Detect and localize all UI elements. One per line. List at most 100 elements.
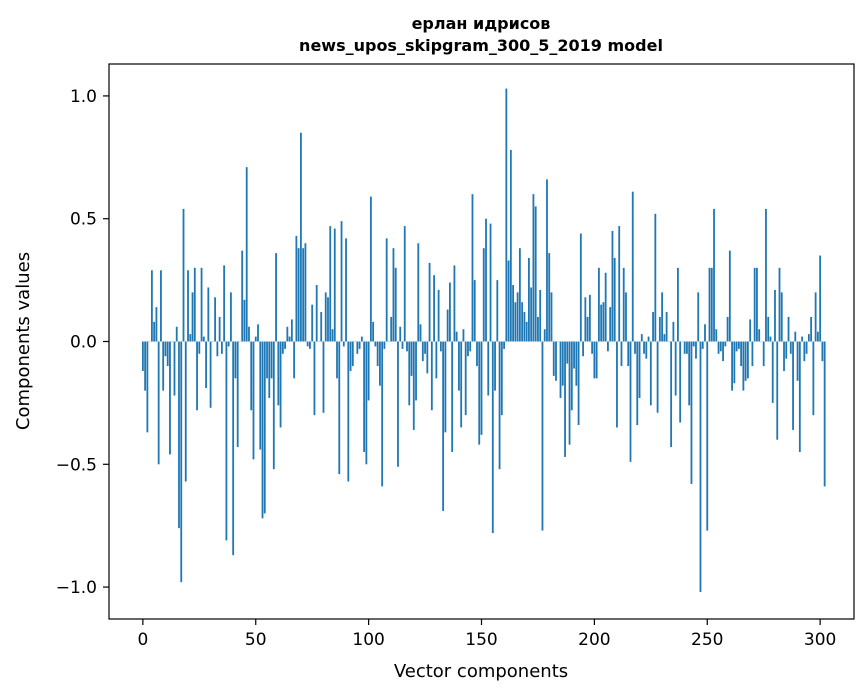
- bar-160: [503, 341, 505, 349]
- bar-14: [173, 341, 176, 396]
- bar-259: [726, 316, 729, 342]
- bar-166: [516, 292, 519, 342]
- bar-87: [338, 341, 341, 475]
- bar-79: [320, 312, 323, 342]
- bar-260: [728, 250, 731, 342]
- bar-152: [485, 218, 487, 342]
- bar-159: [500, 341, 503, 416]
- y-axis-label: Components values: [13, 252, 34, 430]
- axis-ticks: 0 50 100 150 200 250 300 −1.0 −0.5 0.0 0.5 1.0: [56, 87, 837, 650]
- bar-181: [550, 292, 553, 342]
- bar-90: [345, 238, 347, 342]
- bar-183: [555, 341, 557, 381]
- bar-193: [577, 341, 580, 425]
- bar-73: [306, 341, 309, 347]
- bar-4: [150, 270, 153, 342]
- bar-127: [428, 262, 431, 342]
- bar-214: [625, 292, 627, 342]
- x-tick-label: 150: [465, 630, 497, 650]
- bar-71: [302, 248, 305, 342]
- bar-142: [462, 329, 465, 342]
- bar-5: [153, 321, 156, 342]
- bar-81: [324, 292, 327, 342]
- bar-65: [288, 336, 291, 342]
- bar-182: [552, 341, 555, 376]
- bar-7: [157, 341, 160, 465]
- bar-20: [187, 270, 189, 342]
- bar-83: [329, 226, 332, 342]
- bar-172: [530, 287, 533, 342]
- bar-171: [528, 258, 530, 342]
- bar-251: [708, 267, 711, 342]
- bar-9: [162, 341, 165, 391]
- bar-204: [602, 302, 605, 342]
- bar-125: [424, 341, 426, 354]
- bar-283: [780, 292, 783, 342]
- bar-201: [595, 341, 598, 379]
- bar-228: [656, 341, 659, 413]
- bar-99: [365, 341, 368, 465]
- bar-289: [794, 331, 797, 342]
- bar-167: [518, 248, 521, 342]
- bar-174: [534, 206, 537, 342]
- plot-frame: [108, 63, 855, 620]
- bar-135: [446, 309, 449, 342]
- bar-261: [731, 341, 733, 391]
- bar-50: [254, 336, 257, 342]
- bar-284: [783, 341, 785, 371]
- bar-255: [717, 341, 720, 354]
- bar-249: [704, 324, 706, 342]
- bar-226: [652, 312, 654, 342]
- bar-188: [566, 341, 569, 364]
- bar-265: [740, 341, 743, 367]
- bar-22: [191, 292, 194, 342]
- bar-194: [579, 233, 582, 342]
- bar-116: [403, 226, 406, 342]
- bar-54: [263, 341, 266, 514]
- bar-12: [169, 341, 171, 455]
- bar-146: [471, 194, 474, 342]
- bar-36: [223, 265, 226, 342]
- bar-0: [141, 341, 144, 371]
- bar-82: [327, 297, 329, 342]
- bar-246: [697, 292, 700, 342]
- bar-40: [232, 341, 235, 556]
- bar-177: [541, 341, 544, 531]
- bar-1: [144, 341, 147, 391]
- bar-117: [406, 341, 408, 352]
- bar-290: [796, 341, 799, 381]
- bar-272: [756, 267, 758, 342]
- bar-301: [821, 341, 824, 362]
- bar-225: [649, 341, 652, 406]
- bar-186: [561, 341, 564, 386]
- x-tick-label: 0: [137, 630, 148, 650]
- bar-162: [507, 260, 510, 342]
- bar-277: [767, 316, 770, 342]
- bar-295: [807, 334, 810, 342]
- bar-263: [735, 341, 738, 352]
- bar-209: [613, 258, 616, 342]
- bar-105: [379, 341, 381, 386]
- bar-241: [686, 341, 688, 354]
- bar-143: [464, 341, 467, 416]
- bar-130: [435, 341, 438, 379]
- bar-137: [451, 341, 454, 453]
- bar-113: [397, 341, 399, 467]
- bar-176: [539, 289, 542, 342]
- bar-76: [313, 341, 316, 416]
- bar-168: [521, 302, 524, 342]
- y-tick-label: 1.0: [70, 87, 97, 107]
- bar-64: [286, 326, 289, 342]
- bar-15: [175, 326, 178, 342]
- bar-296: [810, 316, 813, 342]
- bar-131: [437, 289, 440, 342]
- bar-191: [573, 341, 575, 369]
- bar-234: [670, 341, 673, 448]
- bar-252: [710, 267, 713, 342]
- bar-25: [198, 341, 201, 354]
- bar-245: [695, 341, 697, 359]
- bar-47: [248, 326, 250, 342]
- bar-250: [706, 341, 709, 531]
- bar-72: [304, 243, 307, 342]
- bar-230: [661, 292, 664, 342]
